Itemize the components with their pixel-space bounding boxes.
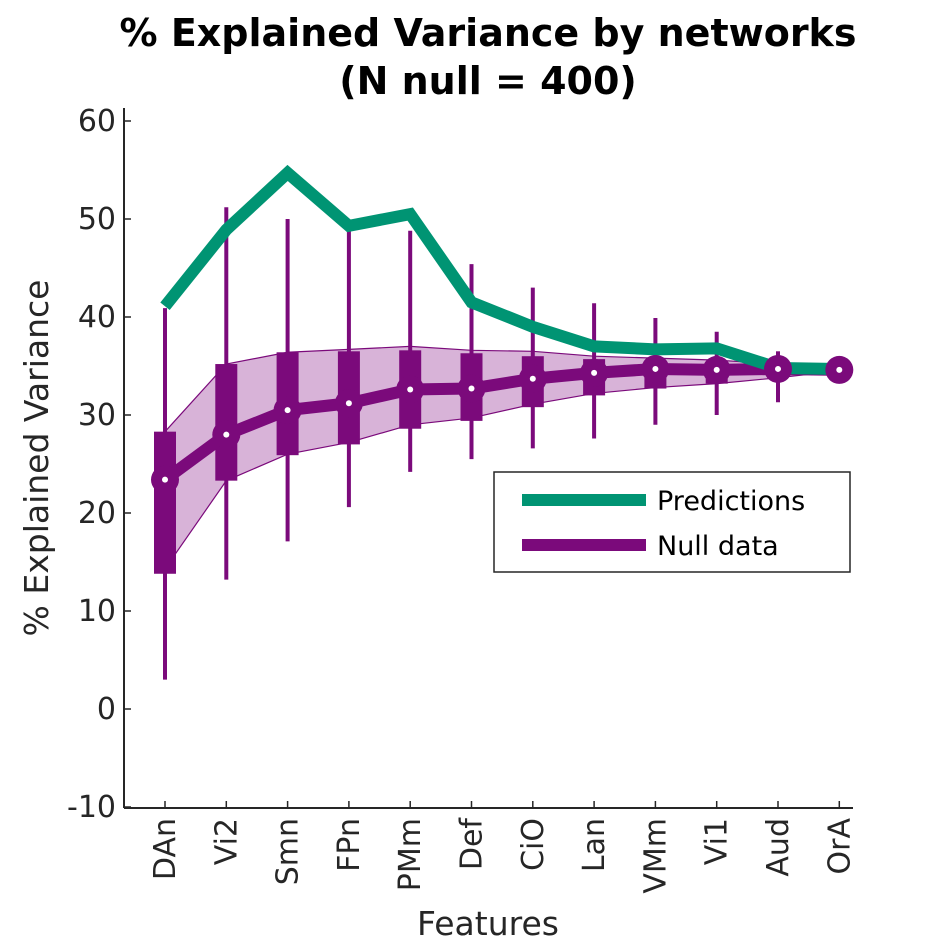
median-dot-FPn bbox=[345, 400, 352, 407]
median-dot-Smn bbox=[284, 407, 291, 414]
x-tick-label-FPn: FPn bbox=[332, 818, 367, 872]
x-tick-label-CiO: CiO bbox=[516, 818, 551, 871]
legend: Predictions Null data bbox=[493, 471, 851, 573]
median-dot-DAn bbox=[162, 476, 168, 483]
x-tick-label-Def: Def bbox=[455, 817, 490, 871]
x-tick-label-Lan: Lan bbox=[577, 818, 612, 872]
legend-box bbox=[493, 471, 851, 573]
median-dot-Lan bbox=[591, 369, 598, 376]
legend-label-null-data: Null data bbox=[657, 531, 779, 562]
y-tick-label-60: 60 bbox=[78, 104, 116, 139]
x-tick-label-Vi2: Vi2 bbox=[209, 818, 244, 865]
y-axis-label: % Explained Variance bbox=[17, 280, 56, 637]
median-dot-CiO bbox=[529, 375, 536, 382]
x-tick-label-Aud: Aud bbox=[761, 818, 796, 877]
series-line-predictions bbox=[160, 164, 840, 375]
chart-subtitle: (N null = 400) bbox=[339, 59, 637, 103]
y-tick-label-50: 50 bbox=[78, 202, 116, 237]
y-tick-label-10: 10 bbox=[78, 594, 116, 629]
median-dot-VMm bbox=[652, 365, 659, 372]
chart-title: % Explained Variance by networks bbox=[120, 11, 857, 55]
x-tick-label-Smn: Smn bbox=[271, 818, 306, 885]
x-tick-label-PMm: PMm bbox=[393, 818, 428, 891]
y-tick-label-0: 0 bbox=[97, 692, 116, 727]
median-dot-Def bbox=[468, 385, 475, 392]
median-dot-Vi2 bbox=[223, 431, 230, 438]
x-axis-label: Features bbox=[417, 904, 559, 943]
y-tick-label-40: 40 bbox=[78, 300, 116, 335]
x-tick-label-OrA: OrA bbox=[822, 818, 857, 875]
y-tick-label-20: 20 bbox=[78, 496, 116, 531]
plot-area: -10 0 10 20 30 40 50 60 DAn Vi2 Smn FPn PMm Def CiO Lan… bbox=[67, 104, 857, 894]
x-tick-label-DAn: DAn bbox=[148, 818, 183, 880]
box-DAn bbox=[154, 431, 176, 574]
median-dot-OrA bbox=[836, 366, 843, 373]
x-tick-label-VMm: VMm bbox=[638, 818, 673, 894]
median-dot-Aud bbox=[775, 365, 781, 372]
legend-label-predictions: Predictions bbox=[657, 486, 805, 517]
y-tick-label--10: -10 bbox=[67, 790, 116, 825]
median-dot-Vi1 bbox=[713, 366, 720, 373]
median-dot-PMm bbox=[407, 386, 414, 393]
y-tick-label-30: 30 bbox=[78, 398, 116, 433]
x-tick-label-Vi1: Vi1 bbox=[700, 818, 735, 865]
